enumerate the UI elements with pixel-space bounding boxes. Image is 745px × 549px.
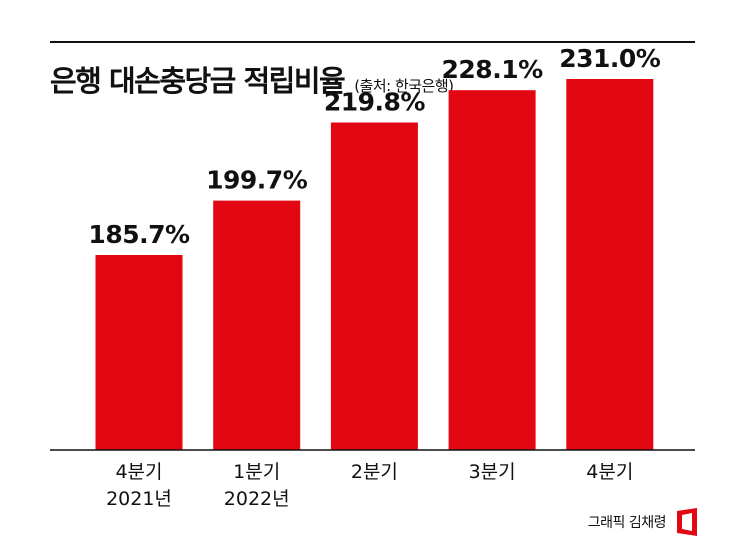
- tick-label-1: 4분기: [115, 461, 162, 483]
- publisher-logo-icon: [677, 508, 697, 536]
- bar-3: [330, 122, 418, 450]
- bar-4: [448, 90, 536, 450]
- tick-label-5: 4분기: [586, 461, 633, 483]
- chart-title: 은행 대손충당금 적립비율: [50, 64, 346, 98]
- credit-row: 그래픽 김채령: [588, 507, 700, 537]
- source-note: (출처: 한국은행): [354, 77, 454, 95]
- bar-1: [95, 255, 183, 450]
- data-label-4: 228.1%: [442, 55, 544, 84]
- tick-label-4: 3분기: [469, 461, 516, 483]
- tick-label-2-year: 2022년: [224, 488, 290, 510]
- data-label-2: 199.7%: [206, 166, 308, 195]
- tick-label-3: 2분기: [351, 461, 398, 483]
- bar-5: [566, 79, 654, 450]
- data-label-3: 219.8%: [324, 88, 426, 117]
- data-label-5: 231.0%: [559, 44, 661, 73]
- top-rule: [50, 41, 695, 43]
- tick-label-2: 1분기: [233, 461, 280, 483]
- graphic-credit: 그래픽 김채령: [587, 515, 667, 531]
- bar-2: [213, 200, 301, 450]
- data-label-1: 185.7%: [88, 220, 190, 249]
- title-row: 은행 대손충당금 적립비율 (출처: 한국은행): [50, 58, 454, 100]
- tick-label-1-year: 2021년: [106, 488, 172, 510]
